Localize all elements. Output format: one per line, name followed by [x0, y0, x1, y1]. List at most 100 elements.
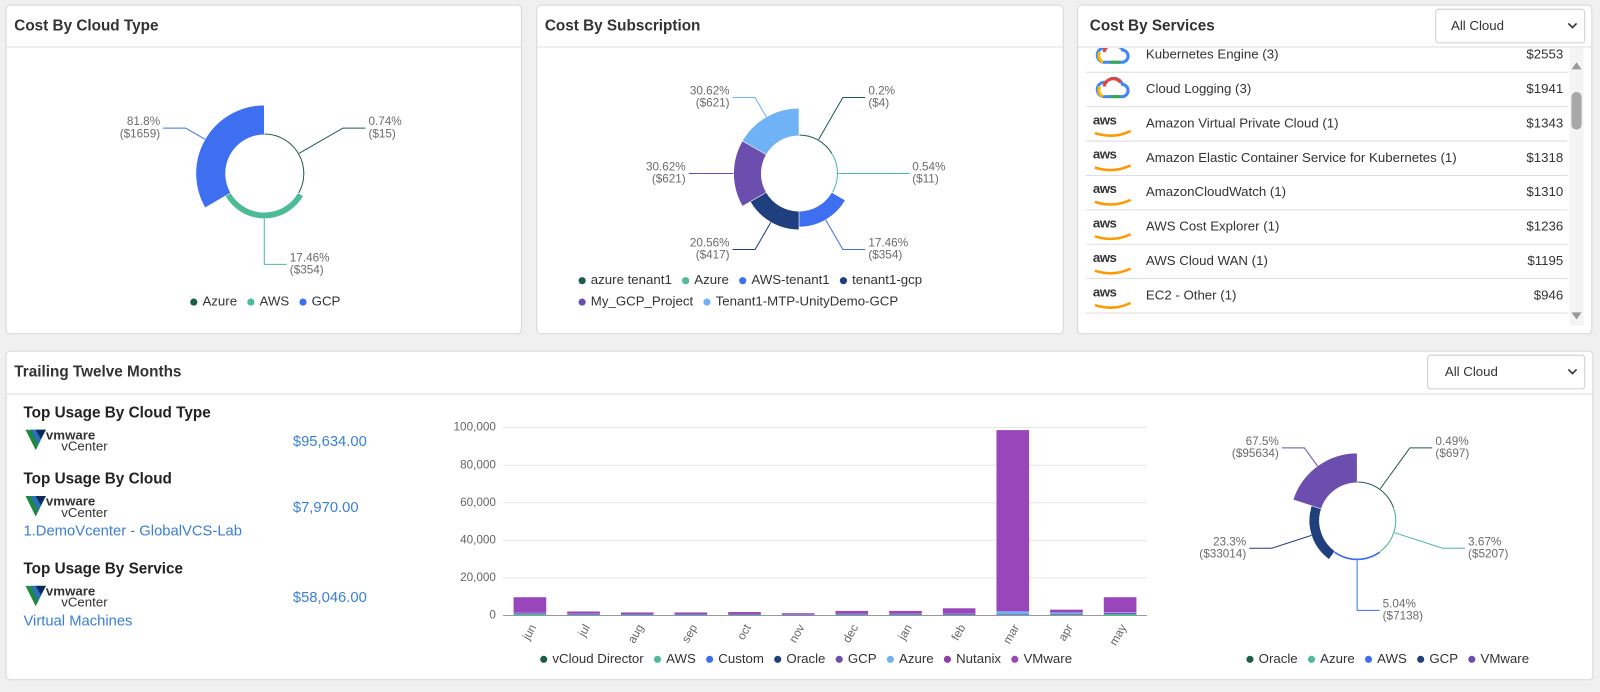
- percent-label: 30.62%: [646, 160, 686, 173]
- service-row: aws AmazonCloudWatch (1) $1310: [1085, 181, 1568, 211]
- percent-label: 0.2%: [868, 84, 895, 97]
- y-tick-label: 100,000: [454, 421, 497, 434]
- legend-marker: [578, 298, 586, 306]
- panel-title: Trailing Twelve Months: [14, 364, 181, 381]
- aws-smile: [1094, 198, 1132, 206]
- panel-title: Cost By Cloud Type: [14, 18, 158, 35]
- legend-marker: [247, 298, 255, 306]
- service-row: aws AWS Cost Explorer (1) $1236: [1085, 216, 1568, 245]
- panel: [536, 4, 1064, 335]
- bar-segment: [567, 613, 600, 615]
- aws-logo: aws: [1093, 112, 1117, 127]
- legend-marker: [703, 298, 711, 306]
- percent-label: 5.04%: [1383, 597, 1416, 610]
- x-tick-label: jul: [575, 622, 593, 640]
- legend-label: Nutanix: [956, 651, 1001, 666]
- vmware-icon: [35, 429, 46, 439]
- usage-amount: $7,970.00: [293, 500, 359, 516]
- legend-marker: [774, 655, 782, 663]
- leader-line: [263, 218, 287, 265]
- aws-logo: aws: [1093, 284, 1117, 299]
- leader-line: [1379, 447, 1433, 490]
- bar-segment: [835, 614, 869, 616]
- leader-line: [1249, 534, 1312, 549]
- bar-segment: [1103, 612, 1137, 614]
- legend-marker: [1468, 655, 1476, 663]
- bar-segment: [889, 613, 922, 615]
- usage-heading: Top Usage By Cloud: [23, 471, 171, 488]
- dropdown-chevron[interactable]: [1567, 22, 1578, 29]
- legend-label: VMware: [1023, 651, 1072, 666]
- legend-marker: [299, 298, 307, 306]
- dropdown-label[interactable]: All Cloud: [1451, 18, 1504, 33]
- service-row: aws EC2 - Other (1) $946: [1085, 284, 1568, 314]
- service-cost: $2553: [1526, 47, 1563, 62]
- service-row: aws Amazon Elastic Container Service for …: [1085, 147, 1568, 176]
- bar-segment: [781, 613, 815, 615]
- service-cost: $1236: [1526, 219, 1563, 234]
- scroll-up[interactable]: [1571, 62, 1582, 70]
- service-cost: $946: [1534, 287, 1563, 302]
- scroll-thumb[interactable]: [1571, 91, 1582, 130]
- service-name: Cloud Logging (3): [1146, 81, 1251, 96]
- bar-segment: [620, 612, 654, 615]
- leader-line: [1394, 532, 1465, 549]
- value-label: ($4): [868, 97, 889, 110]
- dropdown-label[interactable]: All Cloud: [1445, 364, 1498, 379]
- scroll-track[interactable]: [1569, 47, 1584, 326]
- bar-segment: [1103, 612, 1137, 613]
- value-label: ($417): [696, 249, 730, 262]
- percent-label: 0.74%: [368, 115, 401, 128]
- vmware-logo: vmware: [46, 494, 95, 509]
- aws-smile: [1094, 267, 1132, 275]
- service-cost: $1941: [1526, 81, 1563, 96]
- bar-segment: [1050, 614, 1083, 616]
- usage-amount: $95,634.00: [293, 434, 367, 450]
- bar-segment: [674, 614, 708, 616]
- dropdown[interactable]: All Cloud: [1427, 354, 1586, 390]
- dropdown[interactable]: All Cloud: [1435, 8, 1586, 44]
- usage-heading: Top Usage By Cloud Type: [23, 404, 210, 421]
- service-name: Amazon Virtual Private Cloud (1): [1146, 115, 1339, 130]
- bar-segment: [996, 430, 1030, 612]
- y-tick-label: 0: [489, 609, 496, 622]
- usage-link[interactable]: Virtual Machines: [23, 613, 132, 629]
- usage-link[interactable]: 1.DemoVcenter - GlobalVCS-Lab: [23, 524, 242, 540]
- legend-label: Tenant1-MTP-UnityDemo-GCP: [716, 294, 899, 309]
- bar-segment: [1103, 597, 1137, 613]
- leader-line: [163, 127, 206, 140]
- vmware-icon: [35, 496, 46, 506]
- scroll-down[interactable]: [1571, 312, 1582, 320]
- legend-marker: [886, 655, 894, 663]
- legend-marker: [1246, 655, 1254, 663]
- percent-label: 81.8%: [127, 115, 160, 128]
- legend-label: Azure: [899, 651, 934, 666]
- value-label: ($11): [912, 173, 939, 186]
- service-name: EC2 - Other (1): [1146, 287, 1237, 302]
- legend: Azure AWS GCP: [190, 294, 341, 309]
- dropdown-box[interactable]: [1427, 354, 1586, 390]
- service-cost: $1195: [1527, 253, 1563, 268]
- aws-logo: aws: [1093, 181, 1117, 196]
- percent-label: 0.49%: [1435, 435, 1468, 448]
- gcp-icon: [1097, 85, 1104, 99]
- bar-segment: [513, 614, 547, 616]
- aws-smile: [1094, 301, 1132, 309]
- legend-marker: [1011, 655, 1019, 663]
- legend-label: GCP: [1429, 651, 1458, 666]
- aws-logo: aws: [1093, 147, 1117, 162]
- leader-line: [818, 96, 866, 140]
- scrollbar[interactable]: [1569, 47, 1584, 326]
- gcp-icon: [1102, 77, 1122, 87]
- legend-label: My_GCP_Project: [591, 294, 694, 309]
- dropdown-chevron[interactable]: [1567, 368, 1578, 375]
- dropdown-box[interactable]: [1435, 8, 1586, 44]
- bar-segment: [674, 612, 708, 615]
- value-label: ($7138): [1383, 610, 1423, 623]
- rose-segment: [1292, 452, 1358, 510]
- legend-marker: [653, 655, 662, 663]
- leader-line: [298, 127, 366, 154]
- service-cost: $1310: [1526, 184, 1563, 199]
